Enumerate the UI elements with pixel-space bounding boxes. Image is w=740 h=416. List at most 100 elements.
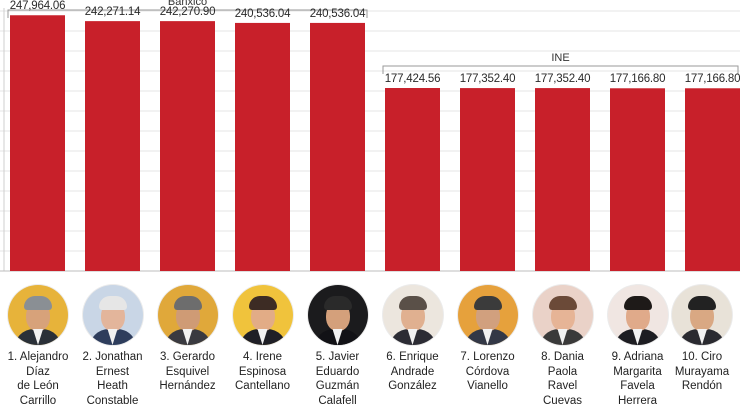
- group-bracket: [382, 65, 739, 75]
- avatar-collar: [107, 329, 118, 345]
- avatar: [607, 285, 668, 345]
- person-name-line: 1. Alejandro: [7, 351, 69, 363]
- bar: [235, 22, 290, 272]
- person-name-line: 2. Jonathan: [82, 351, 143, 363]
- avatar: [307, 285, 368, 345]
- bar-value-label: 242,270.90: [159, 6, 216, 19]
- person-name-line: Heath: [97, 380, 128, 392]
- avatar: [532, 285, 593, 345]
- person-name: 6. Enrique Andrade González: [375, 350, 451, 394]
- avatar-collar: [632, 329, 643, 345]
- person-name-line: 8. Dania: [541, 351, 584, 363]
- person-name-line: Carrillo: [19, 394, 57, 407]
- bar-value-label: 177,166.80: [684, 73, 740, 86]
- avatar-hair: [98, 296, 127, 310]
- person-card: 2. Jonathan Ernest Heath Constable: [75, 285, 151, 408]
- person-card: 8. Dania Paola Ravel Cuevas: [525, 285, 601, 408]
- bar: [385, 88, 440, 271]
- avatar: [457, 285, 518, 345]
- person-name-line: Calafell: [318, 394, 357, 407]
- salary-bar-chart: [0, 8, 740, 272]
- bar-value-label: 177,166.80: [609, 73, 666, 86]
- person-name-line: Espinosa: [238, 365, 287, 378]
- person-name-line: Esquivel: [165, 365, 210, 378]
- person-name-line: 5. Javier: [315, 351, 360, 363]
- person-name-line: Paola: [547, 365, 578, 378]
- person-name-line: Herrera: [618, 394, 657, 407]
- avatar: [672, 285, 732, 345]
- person-card: 7. Lorenzo Córdova Vianello: [450, 285, 526, 394]
- person-name-line: Ravel: [547, 380, 578, 392]
- bar-value-label: 177,424.56: [384, 73, 441, 85]
- person-name: 1. Alejandro Díaz de León Carrillo: [0, 350, 76, 408]
- person-card: 1. Alejandro Díaz de León Carrillo: [0, 285, 76, 408]
- avatar-hair: [24, 296, 52, 310]
- person-name-line: Murayama: [674, 365, 730, 378]
- group-label: INE: [551, 52, 570, 64]
- person-card: 9. Adriana Margarita Favela Herrera: [600, 285, 676, 408]
- person-name: 4. Irene Espinosa Cantellano: [225, 350, 301, 394]
- person-name-line: Eduardo: [315, 365, 360, 378]
- person-name: 7. Lorenzo Córdova Vianello: [450, 350, 526, 394]
- person-name-line: 9. Adriana: [611, 351, 664, 363]
- person-card: 3. Gerardo Esquivel Hernández: [150, 285, 226, 394]
- bar: [160, 21, 215, 271]
- bar: [10, 15, 65, 271]
- person-name-line: González: [388, 380, 437, 392]
- person-name: 8. Dania Paola Ravel Cuevas: [525, 350, 601, 408]
- bar-value-label: 242,271.14: [84, 6, 141, 19]
- avatar: [157, 285, 218, 345]
- avatar-collar: [33, 329, 43, 345]
- avatar-collar: [557, 329, 568, 345]
- avatar-hair: [173, 296, 202, 310]
- avatar-hair: [548, 296, 577, 310]
- person-name-line: 3. Gerardo: [160, 351, 215, 363]
- person-name-line: Córdova: [465, 365, 510, 378]
- group-label: Banxico: [167, 0, 208, 8]
- person-card: 5. Javier Eduardo Guzmán Calafell: [300, 285, 376, 408]
- bar: [610, 88, 665, 271]
- person-card: 4. Irene Espinosa Cantellano: [225, 285, 301, 394]
- person-name: 5. Javier Eduardo Guzmán Calafell: [300, 350, 376, 408]
- group-bracket: [7, 9, 368, 18]
- person-name-line: Guzmán: [315, 380, 360, 392]
- person-name-line: Cuevas: [543, 394, 582, 407]
- avatar-collar: [407, 329, 418, 345]
- avatar-collar: [697, 329, 707, 345]
- bar-value-label: 177,352.40: [459, 73, 516, 86]
- avatar-collar: [257, 329, 268, 345]
- person-name-line: Ernest: [95, 365, 130, 378]
- avatar-hair: [623, 296, 652, 310]
- bar-value-label: 247,964.06: [9, 0, 66, 13]
- avatar: [382, 285, 443, 345]
- avatar-collar: [182, 329, 193, 345]
- bar: [85, 21, 140, 271]
- avatar-hair: [398, 296, 427, 310]
- person-card: 6. Enrique Andrade González: [375, 285, 451, 394]
- person-name-line: Hernández: [159, 380, 216, 392]
- person-name-line: Favela: [620, 380, 655, 392]
- bar: [310, 22, 365, 272]
- person-name-line: 7. Lorenzo: [460, 351, 515, 363]
- person-name: 3. Gerardo Esquivel Hernández: [150, 350, 226, 394]
- person-name-line: Cantellano: [235, 380, 290, 392]
- person-name-line: de León: [17, 380, 59, 392]
- bar-value-label: 240,536.04: [234, 7, 291, 20]
- avatar-collar: [332, 329, 343, 345]
- person-name-line: 10. Ciro: [681, 351, 723, 363]
- bar: [535, 88, 590, 271]
- person-name-line: Vianello: [467, 380, 508, 392]
- bar: [685, 88, 740, 271]
- bar-value-label: 177,352.40: [534, 73, 591, 86]
- person-name-line: 6. Enrique: [386, 351, 439, 363]
- avatar: [232, 285, 293, 345]
- person-name-line: Andrade: [390, 365, 435, 378]
- person-name-line: 4. Irene: [243, 351, 282, 363]
- person-name: 10. Ciro Murayama Rendón: [664, 350, 740, 394]
- person-card: 10. Ciro Murayama Rendón: [664, 285, 740, 394]
- person-name: 9. Adriana Margarita Favela Herrera: [600, 350, 676, 408]
- person-name: 2. Jonathan Ernest Heath Constable: [75, 350, 151, 408]
- person-name-line: Díaz: [26, 365, 50, 378]
- avatar-hair: [248, 296, 277, 310]
- avatar-collar: [482, 329, 493, 345]
